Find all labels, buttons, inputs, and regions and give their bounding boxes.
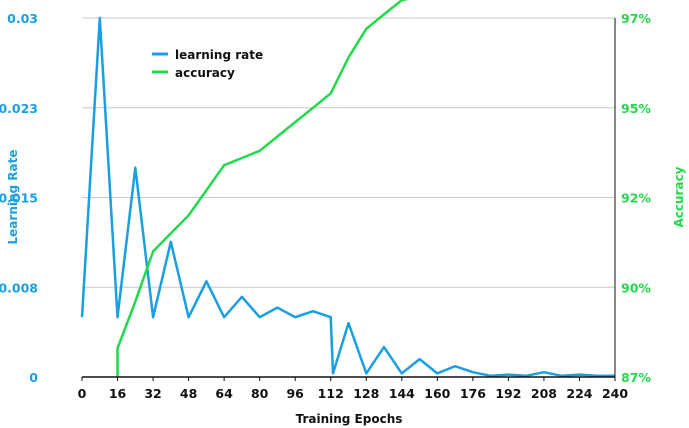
x-tick-label: 112 [318,386,344,401]
left-tick-label: 0.023 [0,101,38,116]
series-lines [80,0,615,378]
axes [81,18,616,381]
x-tick-label: 160 [424,386,450,401]
x-tick-label: 192 [495,386,521,401]
gridlines [82,17,615,288]
right-tick-label: 87% [621,370,651,385]
x-tick-label: 64 [215,386,233,401]
x-tick-label: 48 [180,386,197,401]
tick-labels: 0 87% 0.008 90% 0.015 92% 0.023 95% 0.03 97% 0 16 32… [0,11,651,401]
x-tick-label: 224 [566,386,592,401]
right-tick-label: 92% [621,191,651,206]
learning-rate-line [80,16,615,378]
x-tick-label: 80 [251,386,269,401]
x-tick-label: 0 [78,386,87,401]
right-tick-label: 95% [621,101,651,116]
left-axis-title: Learning Rate [6,150,20,245]
legend-label-learning-rate: learning rate [175,48,263,62]
left-tick-label: 0.015 [0,191,38,206]
right-tick-label: 97% [621,11,651,26]
left-tick-label: 0.008 [0,280,38,295]
legend: learning rate accuracy [152,48,263,80]
left-tick-label: 0 [29,370,38,385]
x-tick-label: 32 [144,386,161,401]
x-tick-label: 128 [353,386,379,401]
x-axis-title: Training Epochs [296,412,403,426]
x-tick-label: 208 [531,386,557,401]
legend-label-accuracy: accuracy [175,66,235,80]
right-tick-label: 90% [621,280,651,295]
accuracy-line [116,0,409,377]
x-tick-label: 240 [602,386,628,401]
left-tick-label: 0.03 [7,11,38,26]
right-axis-title: Accuracy [672,166,686,227]
x-tick-label: 96 [286,386,304,401]
x-tick-label: 16 [109,386,127,401]
x-tick-label: 144 [389,386,415,401]
x-tick-label: 176 [460,386,486,401]
